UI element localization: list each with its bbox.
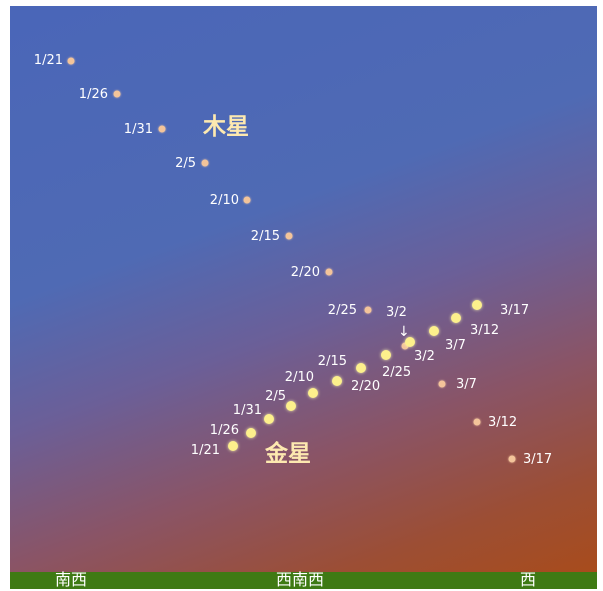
jupiter-date-label: 2/15 bbox=[250, 229, 280, 244]
venus-date-label: 3/7 bbox=[445, 338, 466, 353]
venus-date-label: 2/5 bbox=[265, 389, 286, 404]
jupiter-date-label: 2/20 bbox=[290, 265, 320, 280]
jupiter-date-label: 2/25 bbox=[327, 303, 357, 318]
jupiter-date-label: 3/17 bbox=[523, 452, 553, 467]
venus-date-label: 3/17 bbox=[500, 303, 530, 318]
venus-position-dot bbox=[405, 337, 415, 347]
venus-position-dot bbox=[472, 300, 482, 310]
jupiter-position-dot bbox=[438, 380, 446, 388]
jupiter-position-dot bbox=[243, 196, 251, 204]
jupiter-date-label: 2/5 bbox=[175, 156, 196, 171]
jupiter-position-dot bbox=[285, 232, 293, 240]
sky-background bbox=[10, 6, 597, 572]
jupiter-position-dot bbox=[325, 268, 333, 276]
jupiter-position-dot bbox=[201, 159, 209, 167]
jupiter-label: 木星 bbox=[203, 114, 249, 140]
direction-southwest: 南西 bbox=[54, 570, 88, 589]
venus-position-dot bbox=[228, 441, 238, 451]
jupiter-date-label: 1/21 bbox=[33, 53, 63, 68]
conjunction-arrow: ↓ bbox=[398, 324, 410, 340]
venus-date-label: 3/12 bbox=[470, 323, 500, 338]
horizon-ground bbox=[10, 572, 597, 589]
venus-label: 金星 bbox=[265, 441, 311, 467]
venus-date-label: 1/31 bbox=[232, 403, 262, 418]
venus-position-dot bbox=[332, 376, 342, 386]
jupiter-position-dot bbox=[113, 90, 121, 98]
venus-date-label: 1/21 bbox=[190, 443, 220, 458]
direction-west: 西 bbox=[519, 570, 537, 589]
venus-date-label: 2/20 bbox=[351, 379, 381, 394]
jupiter-position-dot bbox=[67, 57, 75, 65]
venus-date-label: 2/10 bbox=[284, 370, 314, 385]
venus-date-label: 1/26 bbox=[209, 423, 239, 438]
jupiter-date-label: 3/12 bbox=[488, 415, 518, 430]
venus-position-dot bbox=[264, 414, 274, 424]
venus-position-dot bbox=[308, 388, 318, 398]
jupiter-date-label: 1/31 bbox=[123, 122, 153, 137]
direction-west-southwest: 西南西 bbox=[275, 570, 325, 589]
venus-position-dot bbox=[429, 326, 439, 336]
jupiter-date-label: 2/10 bbox=[209, 193, 239, 208]
jupiter-date-label: 1/26 bbox=[78, 87, 108, 102]
jupiter-date-label: 3/7 bbox=[456, 377, 477, 392]
jupiter-position-dot bbox=[364, 306, 372, 314]
venus-position-dot bbox=[246, 428, 256, 438]
jupiter-date-label: 3/2 bbox=[386, 305, 407, 320]
jupiter-position-dot bbox=[508, 455, 516, 463]
venus-date-label: 2/15 bbox=[317, 354, 347, 369]
venus-position-dot bbox=[356, 363, 366, 373]
jupiter-position-dot bbox=[158, 125, 166, 133]
venus-position-dot bbox=[381, 350, 391, 360]
venus-position-dot bbox=[286, 401, 296, 411]
venus-date-label: 2/25 bbox=[382, 365, 412, 380]
venus-position-dot bbox=[451, 313, 461, 323]
jupiter-position-dot bbox=[401, 342, 409, 350]
jupiter-position-dot bbox=[473, 418, 481, 426]
venus-date-label: 3/2 bbox=[414, 349, 435, 364]
